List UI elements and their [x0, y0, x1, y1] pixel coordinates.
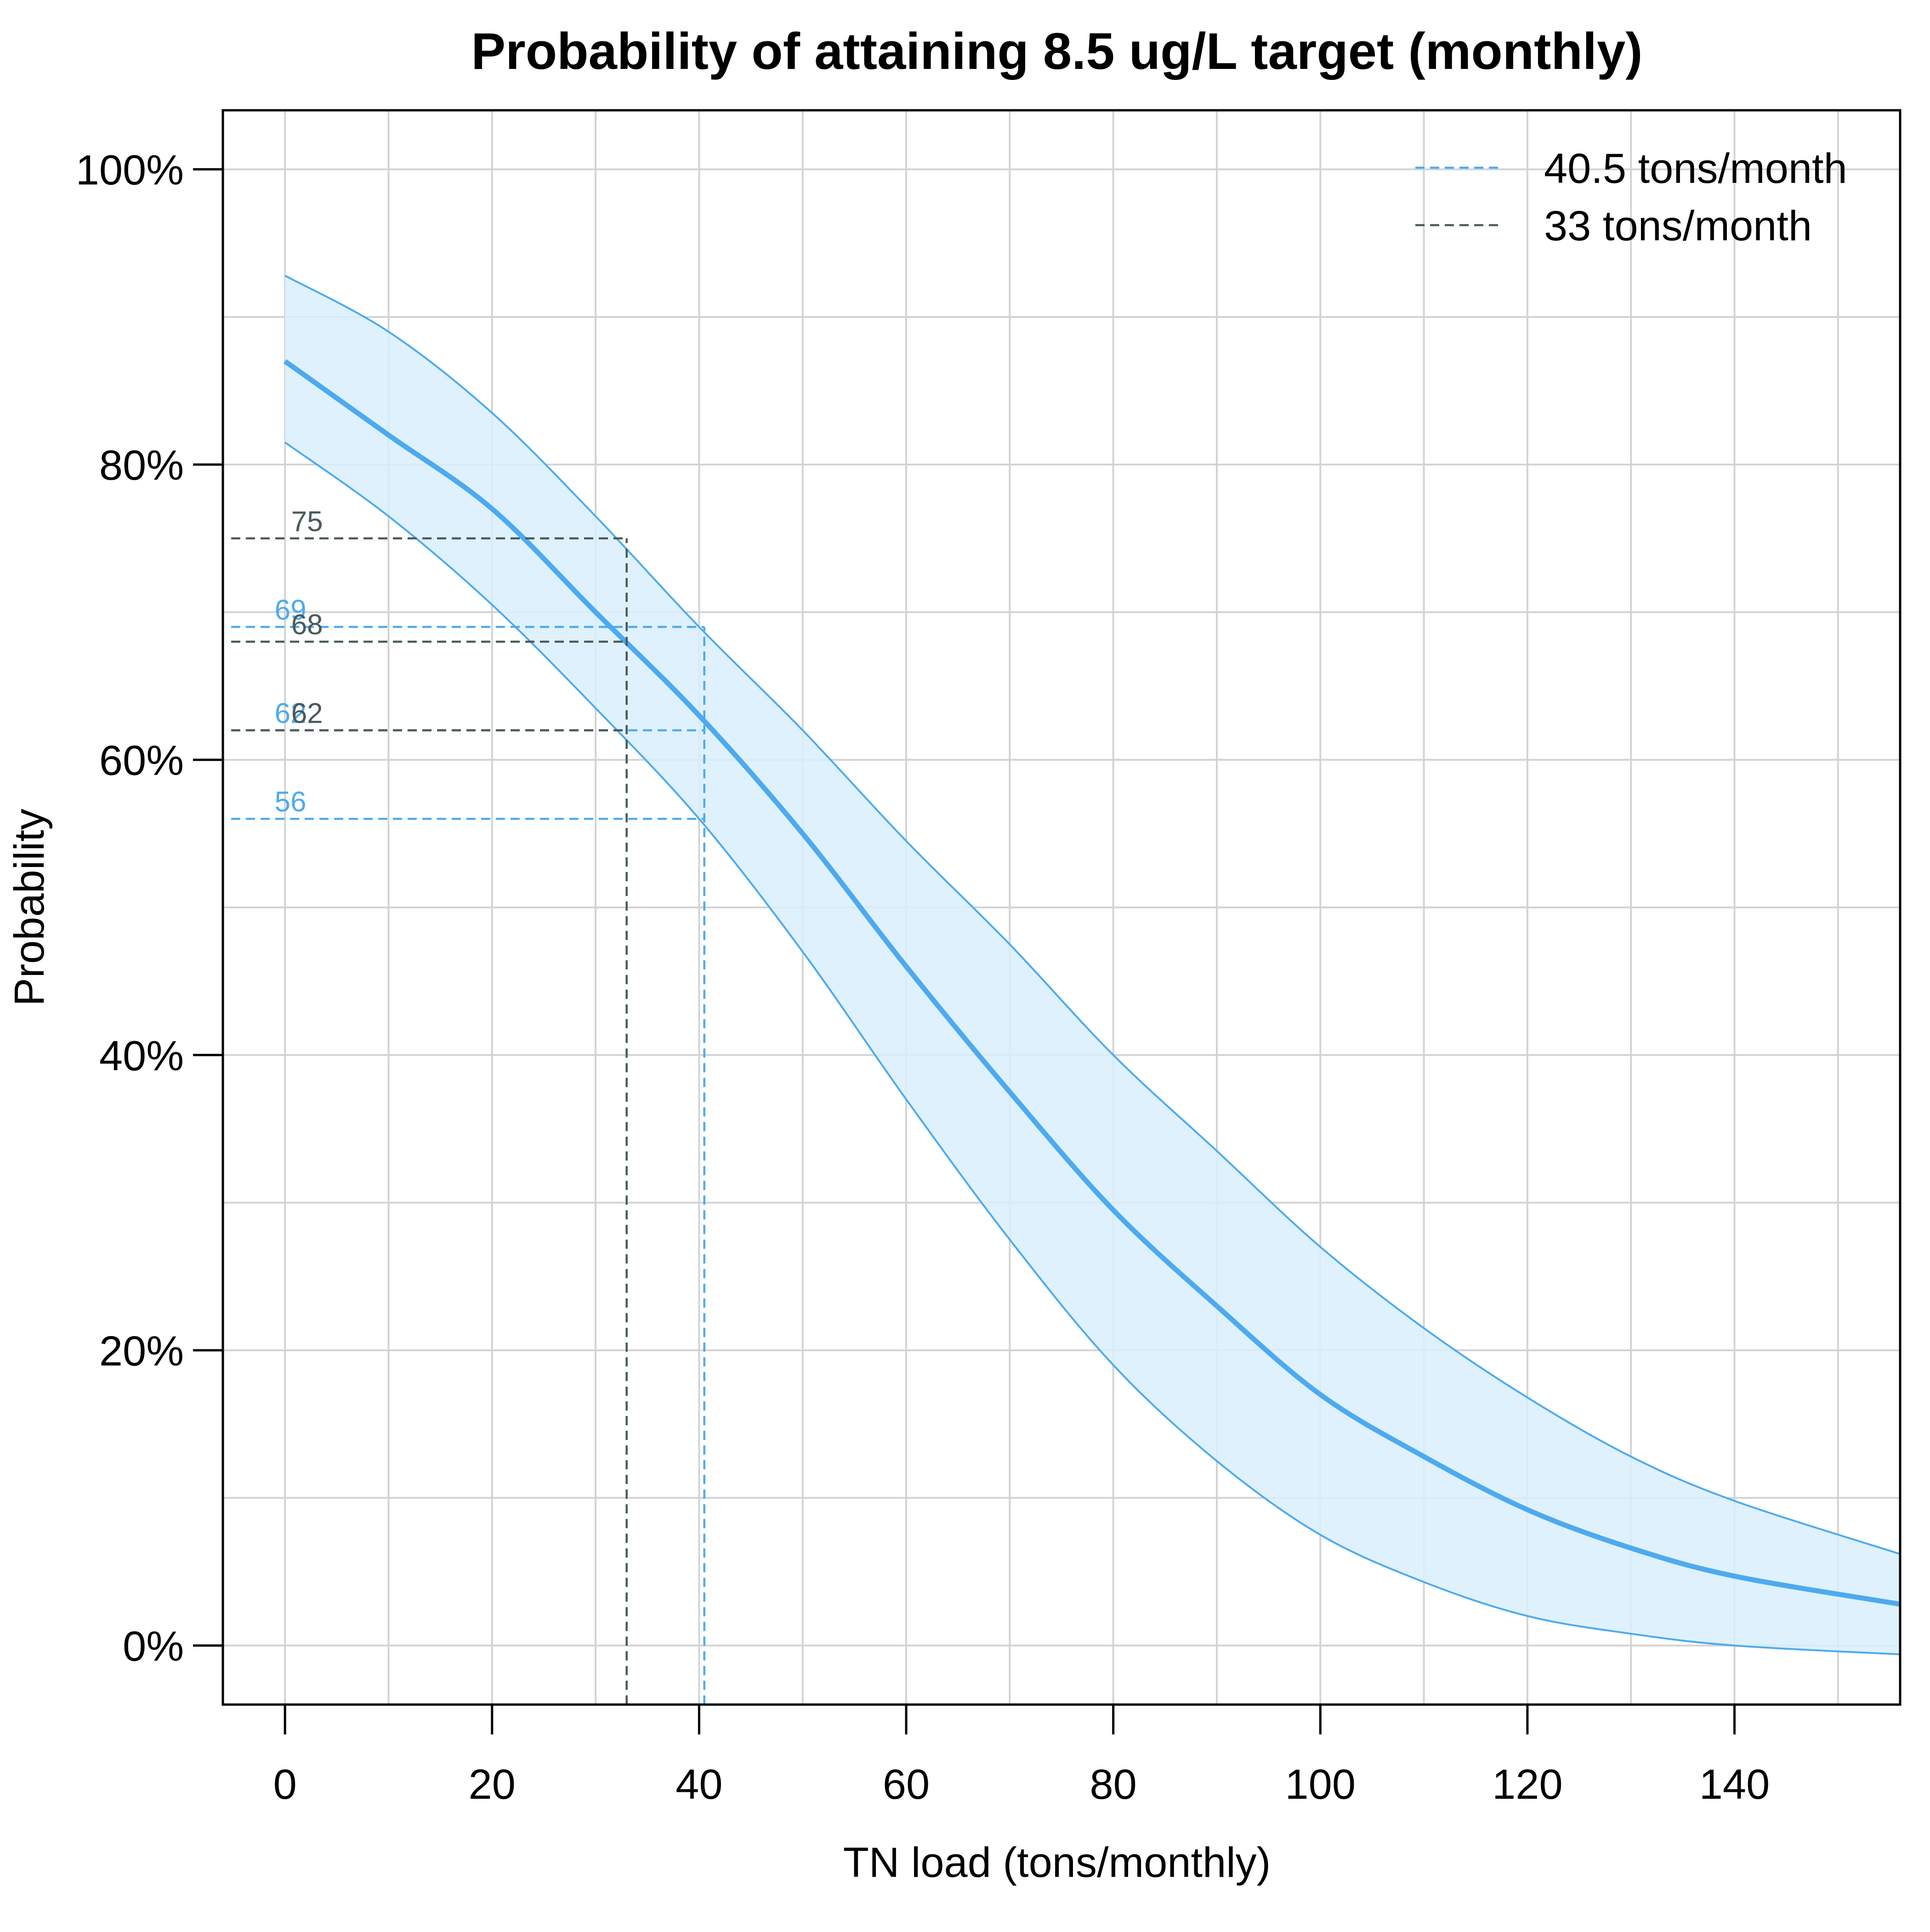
plot-frame [221, 109, 1902, 1706]
ref-value-label: 69 [275, 595, 307, 626]
x-tick-label: 40 [676, 1761, 722, 1808]
y-tick-label: 60% [99, 737, 184, 784]
lower-bound-line [284, 442, 1901, 1655]
confidence-band [285, 275, 1901, 1654]
ref-value-label: 62 [291, 697, 323, 729]
y-tick-label: 100% [76, 147, 184, 194]
x-tick-label: 60 [883, 1761, 930, 1808]
plot-area: 69 62 56 75 68 62 0 20 40 60 80 100 120 140 0% 20% 40% 60… [76, 109, 1902, 1808]
ref-value-label: 75 [291, 506, 323, 538]
ref-value-label: 56 [275, 786, 307, 818]
y-tick-label: 80% [99, 442, 184, 489]
upper-bound-line [284, 275, 1901, 1555]
x-tick-label: 20 [469, 1761, 516, 1808]
y-tick-label: 20% [99, 1328, 184, 1375]
x-tick-label: 100 [1285, 1761, 1356, 1808]
x-tick-label: 80 [1090, 1761, 1136, 1808]
y-tick-label: 0% [123, 1623, 184, 1670]
legend-label: 33 tons/month [1544, 203, 1812, 249]
y-axis-label: Probability [6, 809, 53, 1006]
x-tick-label: 120 [1492, 1761, 1563, 1808]
fit-curve [284, 359, 1901, 1607]
x-tick-label: 140 [1699, 1761, 1770, 1808]
ref-value-label: 62 [275, 697, 307, 729]
x-tick-label: 0 [273, 1761, 297, 1808]
ref-value-label: 68 [291, 609, 323, 641]
y-tick-label: 40% [99, 1032, 184, 1079]
legend-label: 40.5 tons/month [1544, 145, 1847, 192]
chart-title: Probability of attaining 8.5 ug/L target… [471, 23, 1642, 80]
x-axis-label: TN load (tons/monthly) [843, 1839, 1271, 1886]
